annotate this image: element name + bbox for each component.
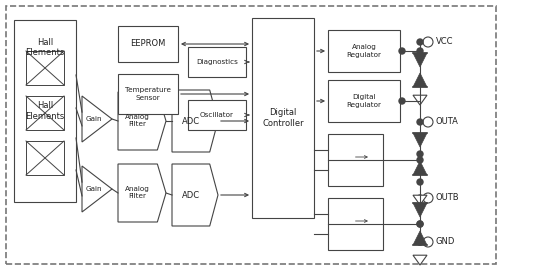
- Bar: [328, 80, 400, 122]
- Text: Diagnostics: Diagnostics: [196, 59, 238, 65]
- Polygon shape: [413, 161, 427, 175]
- Bar: [188, 47, 246, 77]
- Polygon shape: [118, 92, 166, 150]
- Circle shape: [399, 48, 405, 54]
- Text: OUTA: OUTA: [436, 117, 459, 127]
- Polygon shape: [82, 166, 112, 212]
- Polygon shape: [82, 96, 112, 142]
- Bar: [118, 26, 178, 62]
- Circle shape: [423, 117, 433, 127]
- Circle shape: [399, 98, 405, 104]
- Polygon shape: [118, 164, 166, 222]
- Text: ADC: ADC: [182, 191, 200, 200]
- Polygon shape: [413, 53, 427, 67]
- Bar: [14, 20, 76, 202]
- Text: EEPROM: EEPROM: [130, 39, 166, 49]
- Text: GND: GND: [436, 238, 455, 247]
- Bar: [328, 134, 383, 186]
- Text: Hall
Elements: Hall Elements: [25, 38, 65, 58]
- Circle shape: [423, 37, 433, 47]
- Text: Analog
Filter: Analog Filter: [125, 187, 150, 200]
- Circle shape: [417, 151, 423, 157]
- Polygon shape: [413, 133, 427, 147]
- Text: Hall
Elements: Hall Elements: [25, 101, 65, 121]
- Circle shape: [417, 195, 423, 201]
- Circle shape: [423, 193, 433, 203]
- Text: Digital
Controller: Digital Controller: [262, 108, 304, 128]
- Text: ADC: ADC: [182, 116, 200, 126]
- Bar: [328, 30, 400, 72]
- Text: Digital
Regulator: Digital Regulator: [346, 94, 381, 108]
- Circle shape: [417, 239, 423, 245]
- Polygon shape: [413, 73, 427, 87]
- Circle shape: [417, 48, 423, 54]
- Bar: [118, 74, 178, 114]
- Circle shape: [423, 237, 433, 247]
- Text: OUTB: OUTB: [436, 194, 459, 202]
- Bar: [188, 100, 246, 130]
- Bar: [26, 141, 64, 175]
- Bar: [328, 198, 383, 250]
- Text: Analog
Regulator: Analog Regulator: [346, 44, 381, 58]
- Circle shape: [417, 179, 423, 185]
- Bar: [26, 51, 64, 85]
- Polygon shape: [413, 231, 427, 245]
- Polygon shape: [413, 195, 427, 205]
- Polygon shape: [172, 164, 218, 226]
- Circle shape: [417, 221, 423, 227]
- Text: Temperature
Sensor: Temperature Sensor: [125, 87, 171, 101]
- Bar: [26, 96, 64, 130]
- Text: Oscillator: Oscillator: [200, 112, 234, 118]
- Text: VCC: VCC: [436, 38, 454, 46]
- Polygon shape: [413, 255, 427, 265]
- Circle shape: [417, 39, 423, 45]
- Circle shape: [417, 157, 423, 163]
- Circle shape: [417, 119, 423, 125]
- Polygon shape: [413, 95, 427, 105]
- Bar: [252, 18, 314, 218]
- Circle shape: [417, 239, 423, 245]
- Text: Analog
Filter: Analog Filter: [125, 114, 150, 127]
- Text: Gain: Gain: [85, 186, 102, 192]
- Polygon shape: [172, 90, 218, 152]
- Polygon shape: [413, 203, 427, 217]
- Circle shape: [417, 221, 423, 227]
- Text: Gain: Gain: [85, 116, 102, 122]
